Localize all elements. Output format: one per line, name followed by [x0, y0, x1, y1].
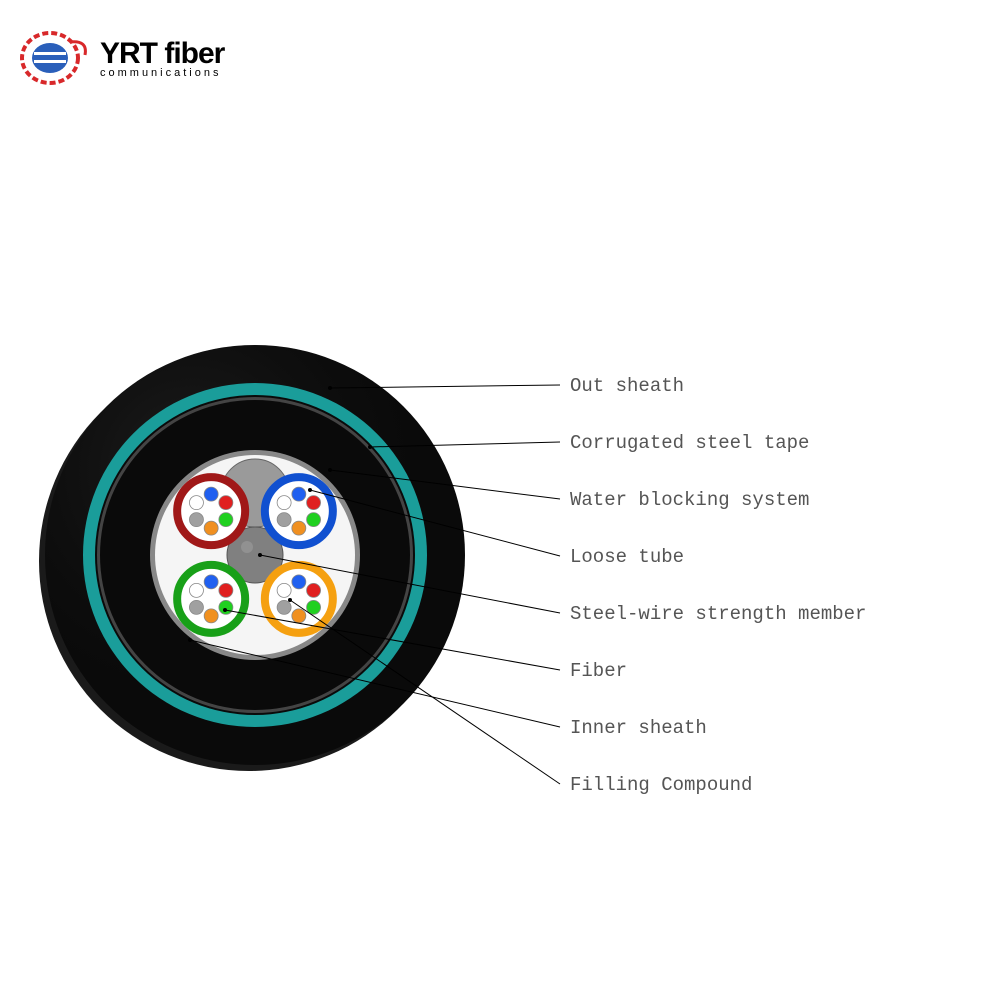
logo-sub: communications [100, 67, 224, 79]
logo-text: YRT fiber communications [100, 37, 224, 79]
diagram-label: Inner sheath [570, 717, 707, 739]
diagram-label: Corrugated steel tape [570, 432, 809, 454]
logo-main: YRT fiber [100, 37, 224, 71]
cable-cross-section: Out sheath Corrugated steel tape Water blo… [30, 330, 970, 830]
logo-icon [20, 30, 90, 85]
logo: YRT fiber communications [20, 30, 224, 85]
diagram-label: Out sheath [570, 375, 684, 397]
cable-diagram: Out sheath Corrugated steel tape Water blo… [30, 330, 970, 830]
diagram-label: Fiber [570, 660, 627, 682]
diagram-label: Water blocking system [570, 489, 809, 511]
diagram-label: Loose tube [570, 546, 684, 568]
diagram-label: Filling Compound [570, 774, 752, 796]
diagram-label: Steel-wire strength member [570, 603, 866, 625]
